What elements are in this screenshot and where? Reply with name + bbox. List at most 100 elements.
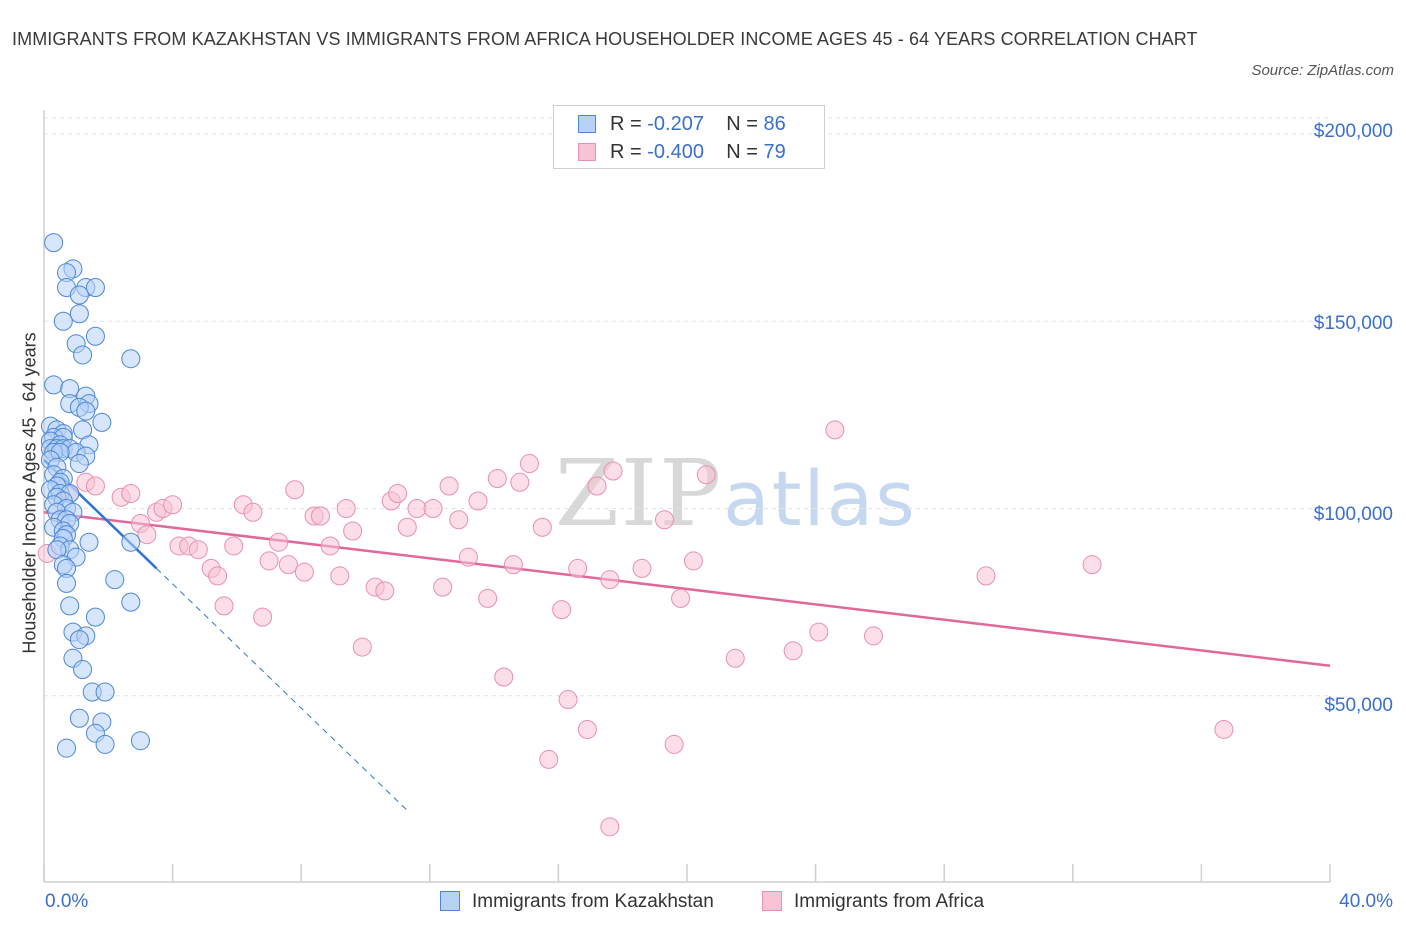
point-africa <box>121 484 141 504</box>
point-africa <box>343 521 363 541</box>
point-kazakhstan <box>53 311 73 331</box>
point-africa <box>532 517 552 537</box>
point-africa <box>976 566 996 586</box>
legend-n-value: 79 <box>763 141 786 163</box>
trend-line-kazakhstan-extension <box>156 568 408 811</box>
point-kazakhstan <box>85 326 105 346</box>
point-kazakhstan <box>57 738 77 758</box>
y-tick-label: $50,000 <box>1324 695 1393 716</box>
grid-lines <box>44 117 1330 697</box>
legend-r-label: R = <box>610 113 642 135</box>
point-africa <box>278 555 298 575</box>
point-kazakhstan <box>69 630 89 650</box>
point-kazakhstan <box>69 454 89 474</box>
point-kazakhstan <box>69 304 89 324</box>
point-africa <box>458 547 478 567</box>
point-africa <box>725 648 745 668</box>
point-africa <box>783 641 803 661</box>
point-africa <box>519 454 539 474</box>
point-kazakhstan <box>79 532 99 552</box>
correlation-legend: R = -0.207 N = 86 R = -0.400 N = 79 <box>553 105 825 169</box>
point-africa <box>439 476 459 496</box>
point-kazakhstan <box>121 592 141 612</box>
point-africa <box>407 499 427 518</box>
point-kazakhstan <box>69 285 89 305</box>
point-africa <box>310 506 330 526</box>
point-africa <box>188 540 208 560</box>
legend-swatch-kazakhstan <box>578 115 596 133</box>
point-africa <box>352 637 372 657</box>
bottom-legend-label-kazakhstan: Immigrants from Kazakhstan <box>472 891 714 912</box>
point-africa <box>137 525 157 545</box>
point-africa <box>397 517 417 537</box>
legend-n-value: 86 <box>763 113 786 135</box>
bottom-legend-africa: Immigrants from Africa <box>762 889 984 915</box>
point-kazakhstan <box>44 233 64 253</box>
point-africa <box>433 577 453 597</box>
point-africa <box>285 480 305 500</box>
bottom-legend-swatch-kazakhstan <box>440 891 460 911</box>
watermark-atlas: atlas <box>723 454 917 543</box>
point-africa <box>568 558 588 578</box>
legend-r-label: R = <box>610 141 642 163</box>
point-kazakhstan <box>121 349 141 369</box>
point-africa <box>478 588 498 608</box>
point-africa <box>330 566 350 586</box>
point-africa <box>654 510 674 530</box>
point-africa <box>85 476 105 496</box>
point-africa <box>664 734 684 754</box>
point-africa <box>683 551 703 571</box>
point-africa <box>208 566 228 586</box>
point-kazakhstan <box>69 708 89 728</box>
point-africa <box>320 536 340 556</box>
point-africa <box>224 536 244 556</box>
point-africa <box>863 626 883 646</box>
point-africa <box>503 555 523 575</box>
point-africa <box>269 532 289 552</box>
point-africa <box>600 570 620 590</box>
point-africa <box>539 749 559 769</box>
point-africa <box>449 510 469 530</box>
watermark-zip: ZIP <box>555 440 724 547</box>
axes <box>43 110 1331 883</box>
bottom-legend-label-africa: Immigrants from Africa <box>794 891 985 912</box>
point-africa <box>558 689 578 709</box>
y-tick-label: $150,000 <box>1313 313 1393 334</box>
legend-swatch-africa <box>578 143 596 161</box>
legend-r-value: -0.207 <box>647 113 704 135</box>
point-africa <box>243 502 263 522</box>
point-africa <box>587 476 607 496</box>
point-kazakhstan <box>57 573 77 593</box>
legend-n-label: N = <box>726 141 758 163</box>
y-axis-label: Householder Income Ages 45 - 64 years <box>19 332 40 654</box>
point-africa <box>468 491 488 511</box>
point-africa <box>214 596 234 616</box>
point-kazakhstan <box>105 570 125 590</box>
point-kazakhstan <box>76 401 96 421</box>
point-kazakhstan <box>92 412 112 432</box>
y-tick-label: $100,000 <box>1313 504 1393 525</box>
point-africa <box>632 558 652 578</box>
point-kazakhstan <box>85 607 105 627</box>
point-africa <box>336 499 356 518</box>
legend-n-label: N = <box>726 113 758 135</box>
point-africa <box>423 499 443 518</box>
point-africa <box>577 719 597 739</box>
trend-line-africa <box>43 511 1331 668</box>
point-africa <box>388 484 408 504</box>
legend-row-kazakhstan: R = -0.207 N = 86 <box>578 111 786 137</box>
watermark: ZIPatlas <box>555 440 917 547</box>
x-tick-label-min: 0.0% <box>45 891 89 912</box>
point-africa <box>696 465 716 485</box>
source-note: Source: ZipAtlas.com <box>1251 62 1394 79</box>
y-tick-label: $200,000 <box>1313 121 1393 142</box>
x-tick-label-max: 40.0% <box>1339 891 1393 912</box>
bottom-legend-swatch-africa <box>762 891 782 911</box>
point-africa <box>600 817 620 837</box>
point-africa <box>375 581 395 601</box>
data-points <box>37 233 1234 837</box>
point-kazakhstan <box>73 345 93 365</box>
point-africa <box>603 461 623 481</box>
point-africa <box>552 600 572 620</box>
